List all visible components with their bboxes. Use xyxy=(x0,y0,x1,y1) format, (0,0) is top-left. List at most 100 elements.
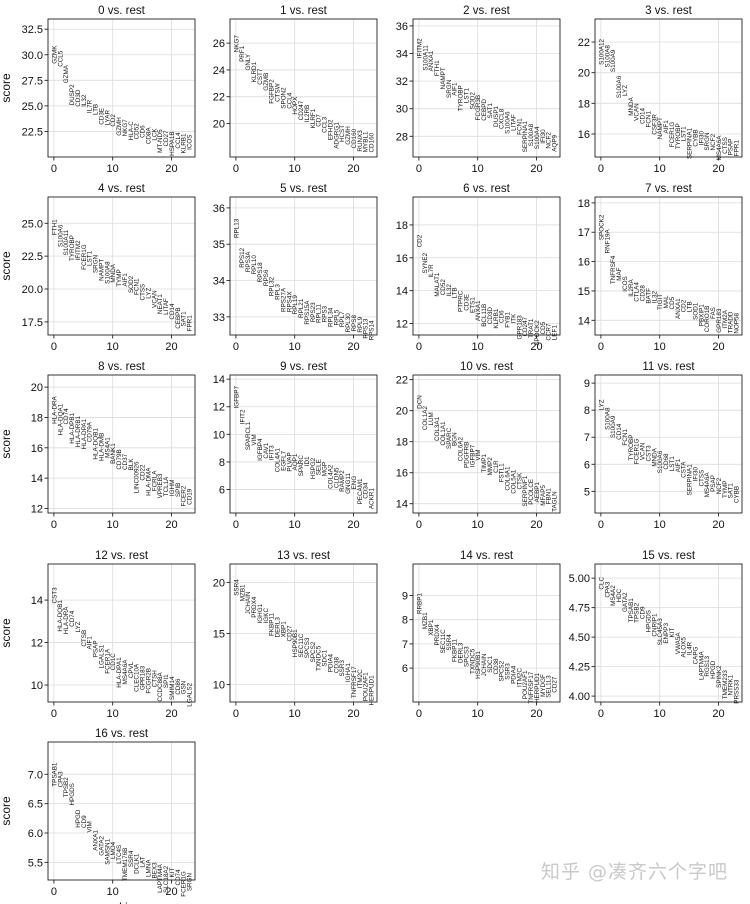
panel-title: 9 vs. rest xyxy=(280,361,327,373)
y-tick-label: 6.5 xyxy=(28,799,43,811)
gene-label: TYROBP xyxy=(675,123,682,149)
x-tick-label: 10 xyxy=(654,163,666,175)
gene-label: CD8A xyxy=(145,127,152,145)
gene-label: FCER1A xyxy=(104,648,111,674)
gene-label: CSTA xyxy=(681,461,688,478)
gene-label: S100A6 xyxy=(57,224,64,247)
y-tick-label: 33 xyxy=(213,312,225,324)
gene-label: SSR3 xyxy=(339,660,346,677)
gene-label: SPARC xyxy=(298,455,305,477)
x-tick-label: 20 xyxy=(165,341,177,353)
gene-label: S100A9 xyxy=(610,415,617,438)
gene-label: SERPINF1 xyxy=(522,475,529,506)
gene-label: NOP58 xyxy=(734,312,741,333)
gene-label: GPR183 xyxy=(716,308,723,333)
gene-label: XBP1 xyxy=(428,619,435,636)
gene-label: HLA-DPA1 xyxy=(81,418,88,449)
gene-label: CD3E xyxy=(463,294,470,311)
gene-label: CD38 xyxy=(493,658,500,675)
x-axis-label: ranking xyxy=(102,900,141,904)
panel-title: 8 vs. rest xyxy=(98,361,145,373)
gene-label: PDGFRB xyxy=(463,442,470,468)
gene-label: CD9 xyxy=(81,815,88,828)
gene-label: RPL10 xyxy=(251,255,258,275)
gene-label: CSF3R xyxy=(651,114,658,135)
y-tick-label: 26 xyxy=(213,38,225,50)
gene-label: TYROBP xyxy=(69,235,76,261)
y-tick-label: 10 xyxy=(213,429,225,441)
gene-label: PRF1 xyxy=(239,45,246,62)
gene-label: GZMH xyxy=(345,126,352,145)
panel-frame xyxy=(594,563,743,703)
gene-label: S100A12 xyxy=(598,38,605,64)
gene-label: TYMP xyxy=(116,269,123,287)
gene-label: SPOCK2 xyxy=(534,320,541,346)
y-tick-label: 14 xyxy=(213,374,225,386)
gene-label: ID1 xyxy=(304,456,311,466)
gene-label: RPS8 xyxy=(351,315,358,332)
y-tick-label: 12 xyxy=(31,638,43,650)
gene-label: CD74 xyxy=(175,869,182,886)
gene-label: RPL32 xyxy=(269,276,276,296)
gene-label: MS4A1 xyxy=(104,437,111,458)
gene-label: CNRIP1 xyxy=(651,613,658,637)
gene-label: TPSB2 xyxy=(634,602,641,622)
gene-label: SOD2 xyxy=(469,92,476,110)
gene-label: COL1A1 xyxy=(440,421,447,446)
gene-label: IGHG1 xyxy=(257,603,264,623)
gene-label: CTSB xyxy=(81,630,88,647)
panel-title: 10 vs. rest xyxy=(460,361,514,373)
panel-frame xyxy=(594,374,743,514)
gene-label: HSP90B1 xyxy=(292,629,299,657)
gene-label: CST3 xyxy=(645,445,652,462)
y-tick-label: 25.0 xyxy=(22,218,43,230)
gene-label: FTH1 xyxy=(434,60,441,76)
panel-frame xyxy=(229,196,378,336)
gene-label: RPS18 xyxy=(257,262,264,282)
panel-title: 15 vs. rest xyxy=(642,550,696,562)
gene-label: SPINK2 xyxy=(716,665,723,688)
gene-label: ITM2A xyxy=(722,309,729,328)
y-tick-label: 20 xyxy=(396,406,408,418)
gene-label: LST1 xyxy=(669,456,676,472)
gene-label: SLC18A2 xyxy=(163,865,170,892)
gene-label: HLA-DMB xyxy=(98,433,105,461)
gene-label: IGHA1 xyxy=(345,663,352,682)
y-tick-label: 9 xyxy=(402,590,408,602)
y-axis-label: score xyxy=(0,429,13,459)
gene-label: LITAF xyxy=(163,298,170,315)
gene-label: RPS23 xyxy=(310,302,317,322)
gene-label: TIMP1 xyxy=(481,454,488,473)
gene-label: LYZ xyxy=(145,288,152,299)
panel-title: 11 vs. rest xyxy=(642,361,695,373)
gene-label: FKBP11 xyxy=(452,639,459,662)
gene-label: SPARCL1 xyxy=(245,421,252,450)
gene-label: LUM xyxy=(428,412,435,425)
gene-label: JCHAIN xyxy=(481,653,488,676)
gene-label: COL1A2 xyxy=(422,406,429,431)
gene-label: GSN xyxy=(181,680,188,694)
gene-label: RGS13 xyxy=(704,656,711,677)
gene-label: JCHAIN xyxy=(245,591,252,614)
gene-label: LGALS1 xyxy=(98,644,105,668)
x-tick-label: 0 xyxy=(416,341,422,353)
gene-label: CD14 xyxy=(169,303,176,320)
gene-label: PECAM1 xyxy=(357,478,364,504)
y-tick-label: 18 xyxy=(396,220,408,232)
panel-frame xyxy=(594,196,743,336)
gene-label: LTB xyxy=(452,287,459,298)
x-tick-label: 10 xyxy=(472,519,484,531)
gene-label: CD3D xyxy=(487,307,494,325)
y-tick-label: 36 xyxy=(213,203,225,215)
gene-label: HLA-DQB1 xyxy=(57,600,64,632)
x-tick-label: 10 xyxy=(654,519,666,531)
x-tick-label: 20 xyxy=(347,708,359,720)
gene-label: GZMA xyxy=(63,64,70,83)
gene-label: CD14 xyxy=(616,423,623,440)
gene-label: NAMPT xyxy=(440,67,447,89)
gene-label: BLK xyxy=(128,458,135,471)
y-tick-label: 5.5 xyxy=(28,857,43,869)
gene-label: MAL xyxy=(663,295,670,308)
